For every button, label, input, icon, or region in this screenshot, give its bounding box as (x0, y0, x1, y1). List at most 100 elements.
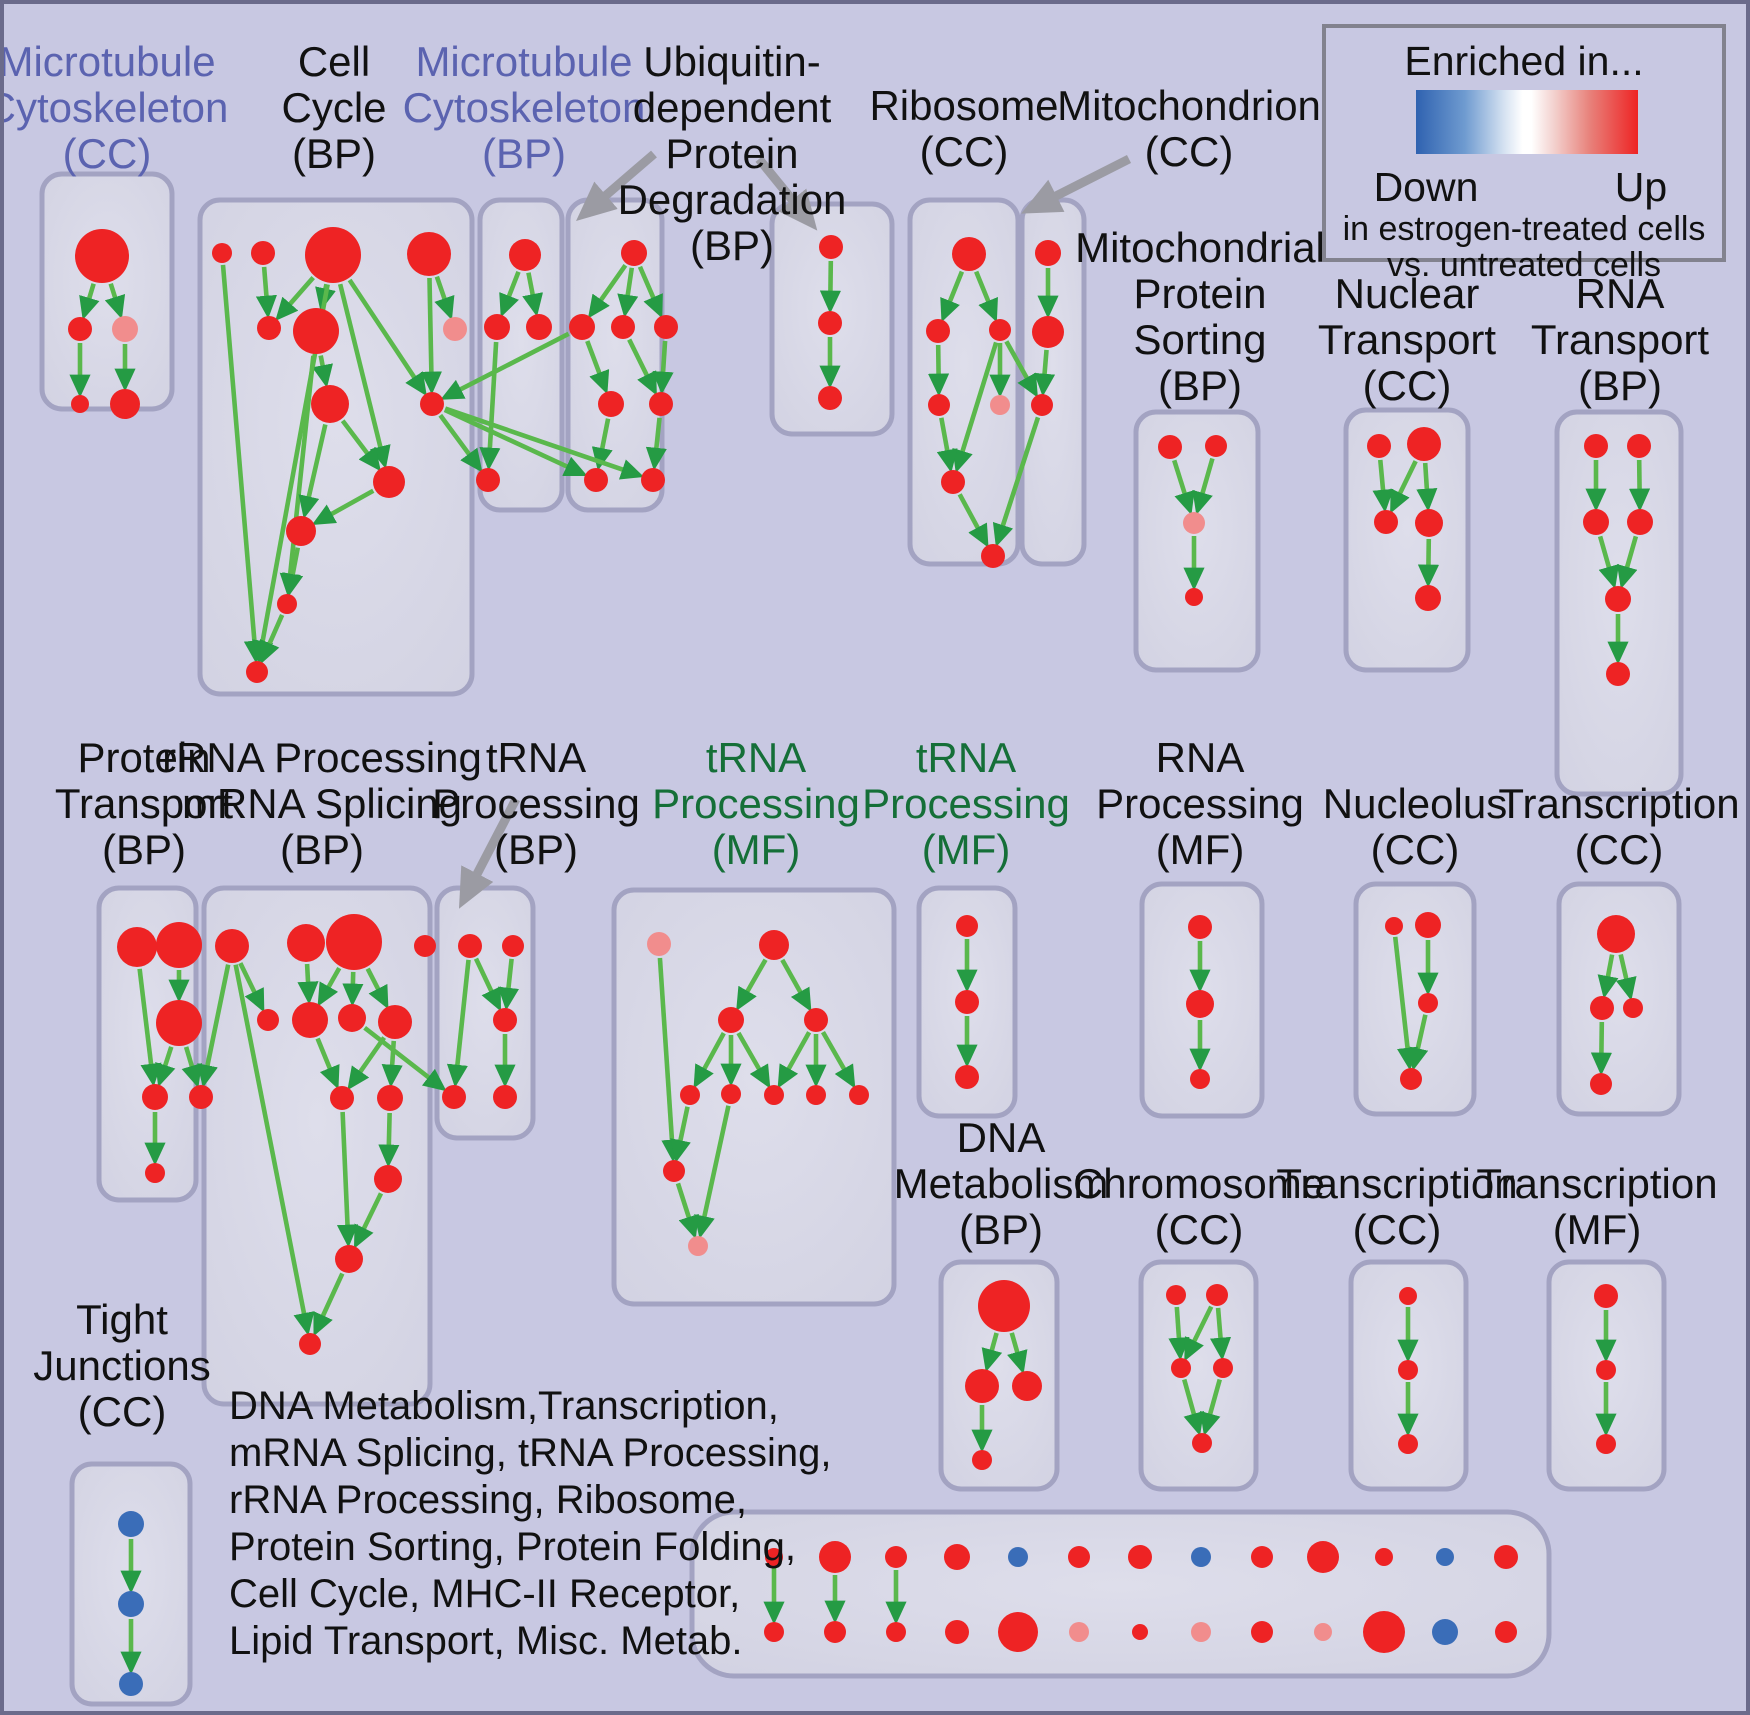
edges-layer (69, 150, 1651, 1675)
cluster-label-protein-transport: Transport (55, 780, 234, 827)
cluster-label-ubiquitin-dependent-protein-degradation: Protein (665, 130, 798, 177)
go-term-node (377, 1085, 403, 1111)
go-term-node (246, 661, 268, 683)
relation-arrow (381, 1040, 403, 1088)
go-term-node (299, 1333, 321, 1355)
cluster-label-tight-junctions: (CC) (78, 1388, 167, 1435)
go-term-node (1307, 1541, 1339, 1573)
go-term-node (885, 1546, 907, 1568)
cluster-label-rna-processing-mf: (MF) (1156, 826, 1245, 873)
relation-arrow (974, 270, 998, 323)
cluster-label-microtubule-cc: Microtubule (4, 38, 216, 85)
cluster-label-rna-transport: (BP) (1578, 362, 1662, 409)
relation-arrow (1007, 1332, 1028, 1375)
go-term-node (1590, 1073, 1612, 1095)
relation-arrow (627, 338, 657, 396)
relation-arrow (645, 417, 667, 471)
cluster-label-ubiquitin-dependent-protein-degradation: Ubiquitin- (643, 38, 820, 85)
go-term-node (373, 466, 405, 498)
cluster-label-nucleolus: (CC) (1371, 826, 1460, 873)
go-term-node (142, 1084, 168, 1110)
go-term-node (71, 395, 89, 413)
go-term-node (458, 934, 482, 958)
relation-arrow (522, 272, 544, 317)
footer-caption-line: rRNA Processing, Ribosome, (229, 1478, 747, 1522)
go-term-node (493, 1008, 517, 1032)
cluster-box-g3 (477, 197, 565, 513)
relation-arrow (1392, 936, 1419, 1071)
go-term-node (1185, 588, 1203, 606)
relation-arrow (440, 331, 570, 400)
go-term-node (1069, 1622, 1089, 1642)
relation-arrow (444, 406, 645, 480)
color-legend: Enriched in... Down Up in estrogen-treat… (1322, 24, 1726, 284)
relation-arrow (637, 265, 663, 319)
cluster-box-g20 (1138, 1259, 1259, 1492)
go-term-node (978, 1280, 1030, 1332)
footer-caption-line: DNA Metabolism,Transcription, (229, 1384, 779, 1428)
relation-arrow (1372, 459, 1394, 513)
relation-arrow (220, 264, 265, 664)
relation-arrow (1184, 1305, 1214, 1362)
go-term-node (819, 235, 843, 259)
go-term-node (502, 935, 524, 957)
relation-arrow (259, 614, 285, 665)
go-term-node (641, 468, 665, 492)
relation-arrow (1597, 535, 1620, 590)
legend-up-label: Up (1614, 164, 1668, 210)
go-term-node (654, 315, 678, 339)
go-term-node (1314, 1623, 1332, 1641)
go-term-node (584, 468, 608, 492)
cluster-label-nuclear-transport: Transport (1318, 316, 1497, 363)
go-term-node (1399, 1287, 1417, 1305)
cluster-label-trna-processing-mf-1: tRNA (706, 734, 806, 781)
relation-arrow (347, 1036, 387, 1091)
cluster-box-g19 (938, 1259, 1060, 1492)
cluster-label-transcription-cc-2: (CC) (1353, 1206, 1442, 1253)
go-term-node (965, 1369, 999, 1403)
go-term-node (1183, 512, 1205, 534)
cluster-label-mitochondrial-protein-sorting: Protein (1133, 270, 1266, 317)
go-term-node (1374, 510, 1398, 534)
cluster-label-transcription-mf: (MF) (1553, 1206, 1642, 1253)
go-term-node (649, 392, 673, 416)
cluster-label-mitochondrial-protein-sorting: Sorting (1133, 316, 1266, 363)
go-term-node (1623, 998, 1643, 1018)
relation-arrow (446, 959, 471, 1088)
ubiquitin-pointer-left-icon (576, 150, 657, 222)
cluster-label-tight-junctions: Junctions (33, 1342, 210, 1389)
go-term-node (1398, 1360, 1418, 1380)
go-term-node (1166, 1285, 1186, 1305)
go-term-node (118, 1591, 144, 1617)
relation-arrow (473, 957, 501, 1012)
trna-bp-pointer-icon (458, 796, 520, 909)
go-term-node (1158, 435, 1182, 459)
cluster-label-trna-processing-mf-1: (MF) (712, 826, 801, 873)
go-term-node (680, 1085, 700, 1105)
relation-arrow (255, 266, 277, 319)
go-term-node (1032, 316, 1064, 348)
go-term-node (1188, 915, 1212, 939)
relation-arrow (736, 958, 768, 1011)
go-term-node (1495, 1621, 1517, 1643)
go-term-node (989, 319, 1011, 341)
go-term-node (277, 594, 297, 614)
go-term-node (1415, 509, 1443, 537)
go-term-node (117, 927, 157, 967)
relation-arrow (365, 967, 389, 1010)
cluster-label-rrna-processing-mrna-splicing: rRNA Processing (162, 734, 482, 781)
relation-arrow (297, 963, 319, 1005)
go-term-node (1363, 1611, 1405, 1653)
go-term-node (819, 1541, 851, 1573)
cluster-label-trna-processing-mf-2: (MF) (922, 826, 1011, 873)
go-term-node (569, 314, 595, 340)
go-term-node (1494, 1545, 1518, 1569)
legend-down-label: Down (1373, 164, 1479, 210)
relation-arrow (780, 958, 812, 1012)
relation-arrow (233, 964, 315, 1336)
go-term-node (1031, 394, 1053, 416)
relation-arrow (347, 278, 427, 397)
go-term-node (374, 1165, 402, 1193)
go-term-node (292, 1002, 328, 1038)
